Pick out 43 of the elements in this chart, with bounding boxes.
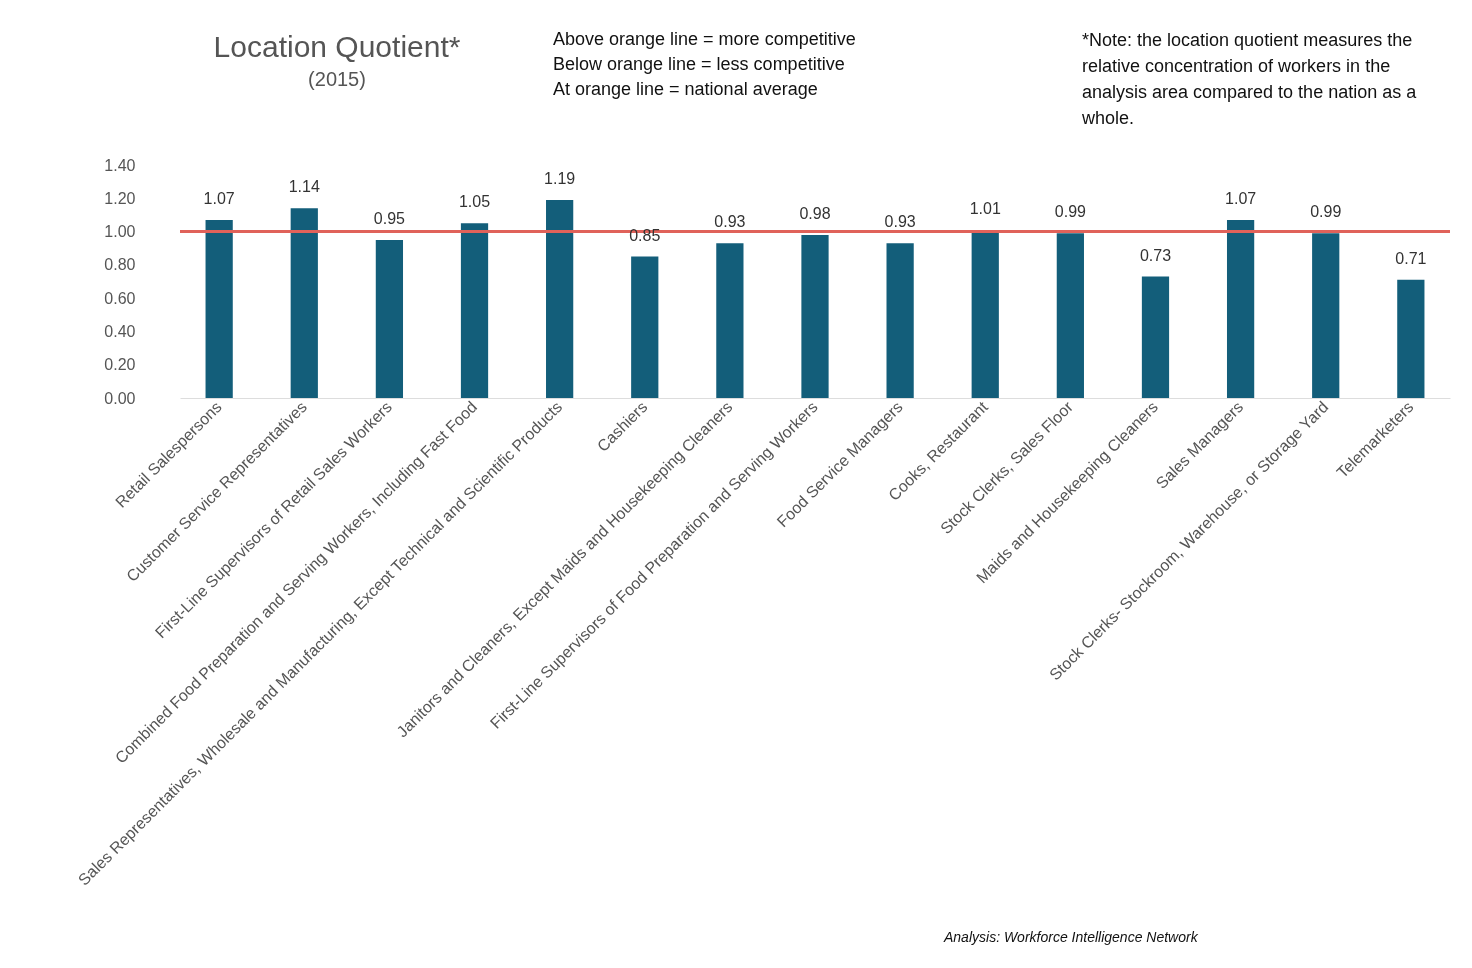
- bar: [716, 243, 744, 398]
- data-label: 1.07: [203, 189, 235, 207]
- y-tick-label: 0.60: [104, 289, 136, 307]
- text: Analysis: Workforce Intelligence Network: [943, 929, 1199, 945]
- bar: [1141, 276, 1170, 398]
- chart-subtitle: (2015): [308, 68, 366, 90]
- chart-title: Location Quotient*: [213, 30, 461, 63]
- y-tick-label: 1.20: [104, 189, 136, 207]
- data-label: 1.19: [544, 169, 576, 187]
- bar: [1397, 279, 1425, 398]
- bar: [1056, 233, 1084, 398]
- y-tick-label: 0.20: [104, 356, 136, 374]
- data-label: 0.73: [1139, 246, 1172, 264]
- bar: [205, 219, 233, 398]
- y-tick-label: 0.00: [104, 389, 136, 407]
- y-tick-label: 0.80: [104, 256, 136, 274]
- text: Below orange line = less competitive: [553, 54, 845, 74]
- data-label: 0.95: [373, 209, 406, 227]
- data-label: 1.14: [288, 178, 320, 196]
- text: *Note: the location quotient measures the relative concentration of workers in the analysis area compared to the nation as a whole.: [1081, 30, 1418, 128]
- bar: [460, 223, 489, 398]
- bar: [1226, 219, 1255, 398]
- data-label: 1.07: [1225, 189, 1257, 207]
- data-label: 0.71: [1395, 249, 1427, 267]
- y-tick-label: 1.40: [104, 156, 136, 174]
- bar: [801, 234, 829, 398]
- data-label: 1.01: [969, 199, 1001, 217]
- bar: [290, 208, 318, 398]
- data-label: 0.93: [714, 213, 746, 231]
- data-label: 0.98: [799, 204, 831, 222]
- data-label: 0.99: [1310, 203, 1342, 221]
- data-label: 0.93: [884, 213, 916, 231]
- text: Above orange line = more competitive: [553, 29, 856, 49]
- data-label: 0.99: [1054, 203, 1087, 221]
- y-tick-label: 1.00: [104, 223, 136, 241]
- text: At orange line = national average: [553, 79, 818, 99]
- bar: [631, 256, 659, 398]
- bar: [546, 199, 574, 398]
- bar: [886, 243, 914, 398]
- data-label: 1.05: [458, 193, 491, 211]
- bar: [1312, 233, 1340, 398]
- bar: [375, 239, 404, 398]
- y-tick-label: 0.40: [104, 322, 136, 340]
